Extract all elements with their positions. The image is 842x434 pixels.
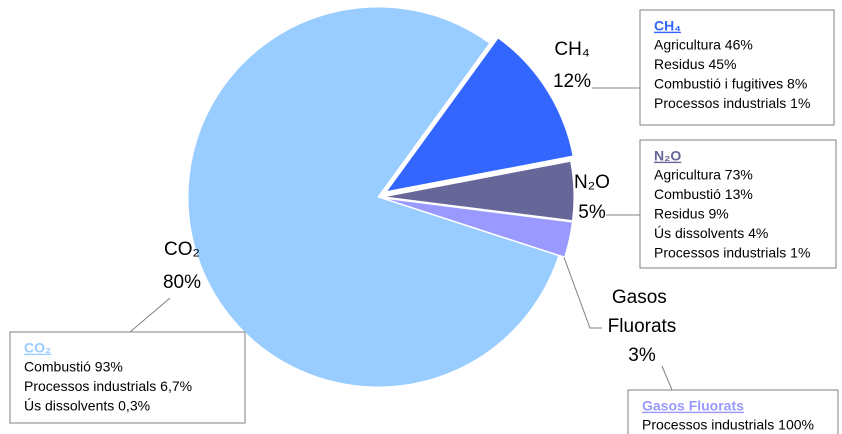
slice-value-label: 12% <box>553 71 591 92</box>
annotation-title: CH₄ <box>654 18 681 34</box>
annotation-line: Combustió i fugitives 8% <box>654 76 807 92</box>
annotation-line: Processos industrials 1% <box>654 245 810 261</box>
annotation-box <box>9 331 246 424</box>
annotation-line: Processos industrials 1% <box>654 95 810 111</box>
slice-label: N₂O <box>574 172 610 193</box>
slice-value-label: 3% <box>628 345 656 366</box>
pie-slice <box>385 37 574 193</box>
leader-line <box>561 251 602 329</box>
annotation-line: Ús dissolvents 4% <box>654 225 768 241</box>
annotation-line: Ús dissolvents 0,3% <box>24 398 150 414</box>
annotation-line: Processos industrials 6,7% <box>24 378 192 394</box>
annotation-line: Combustió 93% <box>24 359 123 375</box>
pie-slice <box>187 6 560 388</box>
slice-label-line: Fluorats <box>608 316 677 337</box>
slice-label: CH₄ <box>554 39 589 60</box>
slice-label-line: Gasos <box>612 287 672 308</box>
annotation-line: Agricultura 46% <box>654 37 753 53</box>
annotation-line: Combustió 13% <box>654 186 753 202</box>
slice-value-label: 5% <box>578 202 606 223</box>
annotation-line: Residus 45% <box>654 56 737 72</box>
slice-label: CO₂ <box>164 239 200 260</box>
pie-slice <box>383 197 573 258</box>
annotation-line: Agricultura 73% <box>654 167 753 183</box>
annotation-title: CO₂ <box>24 340 51 356</box>
annotation-title: Gasos Fluorats <box>642 398 744 414</box>
annotation-line: Processos industrials 100% <box>642 417 814 433</box>
annotation-box <box>627 389 839 434</box>
annotation-box <box>639 9 835 126</box>
slice-value-label: 80% <box>163 272 201 293</box>
leader-line <box>661 365 673 391</box>
annotation-line: Residus 9% <box>654 206 729 222</box>
leader-line <box>129 297 171 333</box>
annotation-box <box>639 139 837 269</box>
slice-label: Gasos Fluorats <box>608 287 677 337</box>
annotation-title: N₂O <box>654 148 681 164</box>
pie-slice <box>383 160 575 222</box>
